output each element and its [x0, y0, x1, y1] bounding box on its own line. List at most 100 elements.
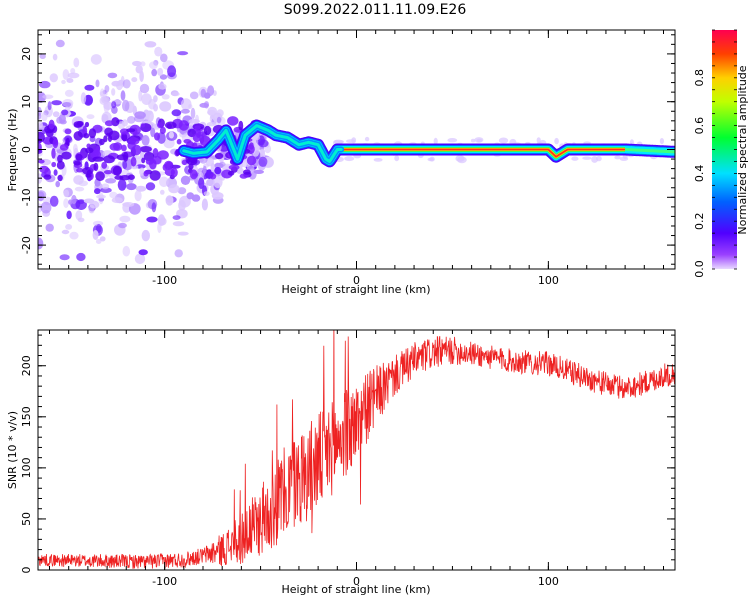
spectral-blob	[95, 171, 105, 182]
spectral-blob	[183, 139, 192, 144]
spectral-blob	[51, 148, 56, 159]
spectral-blob	[157, 122, 163, 129]
spectral-blob	[76, 167, 84, 173]
spectral-blob	[69, 231, 79, 240]
spectral-blob	[96, 223, 102, 233]
spectral-blob	[58, 114, 66, 124]
spectral-blob	[216, 109, 224, 117]
spectral-blob	[214, 152, 224, 160]
spectral-blob	[96, 194, 106, 199]
spectral-blob	[536, 137, 541, 144]
spectral-blob	[373, 158, 383, 162]
spectral-blob	[51, 100, 62, 106]
spectral-blob	[122, 161, 128, 169]
spectral-blob	[188, 118, 200, 124]
spectral-blob	[161, 94, 170, 100]
spectral-blob	[141, 157, 146, 164]
spectral-blob	[38, 237, 44, 250]
spectral-blob	[99, 88, 105, 99]
spectral-blob	[470, 138, 476, 143]
spectral-blob	[92, 230, 99, 240]
spectral-blob	[141, 229, 150, 242]
spectral-blob	[205, 157, 214, 167]
spectral-blob	[103, 102, 110, 114]
y-tick-label: 50	[20, 512, 33, 526]
y-tick-label: 0	[20, 146, 33, 153]
spectral-blob	[134, 253, 146, 265]
spectral-blob	[149, 61, 158, 70]
spectral-blob	[165, 161, 174, 169]
spectral-blob	[346, 139, 356, 144]
spectral-blob	[143, 170, 149, 177]
snr-x-axis-label: Height of straight line (km)	[281, 583, 430, 596]
spectral-blob	[64, 89, 74, 97]
spectral-blob	[165, 195, 174, 206]
spectral-blob	[172, 221, 185, 227]
spectral-blob	[186, 192, 195, 200]
spectral-blob	[457, 156, 467, 164]
spectral-blob	[168, 184, 180, 194]
spectral-blob	[194, 125, 201, 130]
spectral-blob	[159, 176, 169, 188]
spectral-blob	[165, 121, 177, 129]
spectral-blob	[95, 79, 100, 88]
spectral-blob	[146, 216, 158, 223]
spectral-blob	[86, 143, 91, 149]
spectral-blob	[159, 101, 172, 112]
spectral-blob	[93, 162, 99, 172]
spectral-blob	[73, 131, 83, 141]
spectral-blob	[39, 165, 49, 174]
spectral-blob	[117, 79, 125, 86]
spectral-blob	[211, 192, 224, 200]
spectral-blob	[126, 128, 136, 133]
spectral-blob	[112, 165, 122, 176]
spectral-blob	[61, 229, 70, 235]
spectral-blob	[139, 83, 150, 94]
spectral-blob	[71, 194, 77, 205]
spectral-blob	[63, 198, 69, 209]
spectral-blob	[199, 134, 205, 144]
figure-title: S099.2022.011.11.09.E26	[283, 2, 467, 18]
spectral-blob	[75, 199, 87, 211]
spectral-blob	[171, 91, 180, 97]
spectral-blob	[140, 123, 146, 128]
spectral-blob	[77, 217, 85, 223]
spectral-blob	[498, 137, 509, 144]
spectral-blob	[84, 94, 93, 105]
spectral-blob	[116, 154, 128, 161]
spectral-blob	[53, 169, 58, 176]
spectral-blob	[227, 170, 235, 176]
spectral-blob	[73, 121, 84, 128]
spectral-blob	[151, 202, 157, 213]
spectral-blob	[160, 189, 165, 195]
spectral-blob	[198, 177, 205, 189]
spectral-blob	[433, 137, 438, 145]
spectral-blob	[76, 252, 86, 262]
spectral-blob	[73, 160, 81, 166]
spectral-blob	[258, 156, 268, 167]
spectral-blob	[209, 173, 217, 180]
y-tick-label: 10	[20, 95, 33, 109]
spectral-blob	[39, 53, 46, 59]
spectral-blob	[207, 106, 218, 117]
spectral-blob	[57, 154, 63, 163]
spectrogram-y-axis-label: Frequency (Hz)	[6, 109, 19, 192]
spectral-blob	[144, 41, 157, 48]
spectral-blob	[177, 187, 187, 195]
spectral-blob	[111, 197, 123, 204]
spectral-blob	[103, 155, 115, 164]
spectral-blob	[84, 121, 90, 128]
spectral-blob	[176, 138, 182, 145]
spectral-blob	[259, 149, 266, 155]
spectral-blob	[47, 101, 52, 111]
spectral-blob	[52, 53, 58, 61]
spectral-blob	[614, 155, 621, 160]
spectral-blob	[49, 73, 58, 83]
spectral-blob	[591, 156, 598, 163]
spectral-blob	[59, 144, 69, 151]
spectral-blob	[159, 74, 168, 80]
spectral-blob	[659, 138, 665, 145]
spectral-blob	[227, 116, 239, 126]
spectral-blob	[344, 156, 355, 162]
